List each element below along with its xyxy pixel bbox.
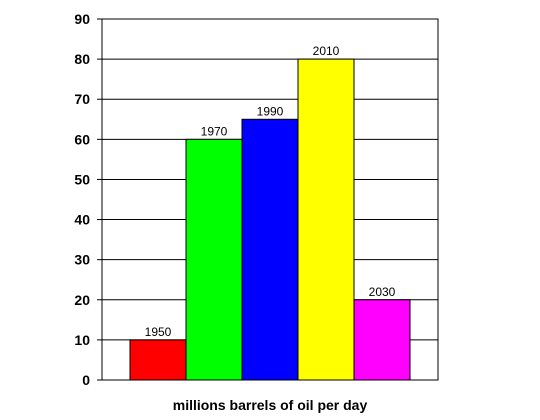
bar-2030: [353, 299, 411, 381]
bar-1990: [241, 118, 299, 381]
y-tick-label-30: 30: [74, 252, 90, 268]
y-tick-label-10: 10: [74, 332, 90, 348]
bar-2010: [297, 58, 355, 381]
y-tick-label-0: 0: [82, 372, 90, 388]
y-tick-label-90: 90: [74, 11, 90, 27]
bar-label-2030: 2030: [369, 285, 396, 299]
y-tick-label-40: 40: [74, 212, 90, 228]
bar-1970: [185, 138, 243, 381]
plot-frame: [101, 18, 439, 381]
bar-1950: [129, 339, 187, 381]
bars: [129, 58, 411, 381]
y-tick-label-60: 60: [74, 131, 90, 147]
bar-label-1990: 1990: [257, 104, 284, 118]
y-axis-ticks: 0 10 20 30 40 50 60 70 80 90: [74, 11, 102, 388]
bar-label-1970: 1970: [201, 124, 228, 138]
y-tick-label-70: 70: [74, 91, 90, 107]
y-tick-label-50: 50: [74, 171, 90, 187]
y-tick-label-20: 20: [74, 292, 90, 308]
bar-label-1950: 1950: [145, 325, 172, 339]
x-axis-label: millions barrels of oil per day: [173, 397, 368, 413]
bar-label-2010: 2010: [313, 44, 340, 58]
bar-labels: 1950 1970 1990 2010 2030: [145, 44, 396, 339]
y-tick-label-80: 80: [74, 51, 90, 67]
